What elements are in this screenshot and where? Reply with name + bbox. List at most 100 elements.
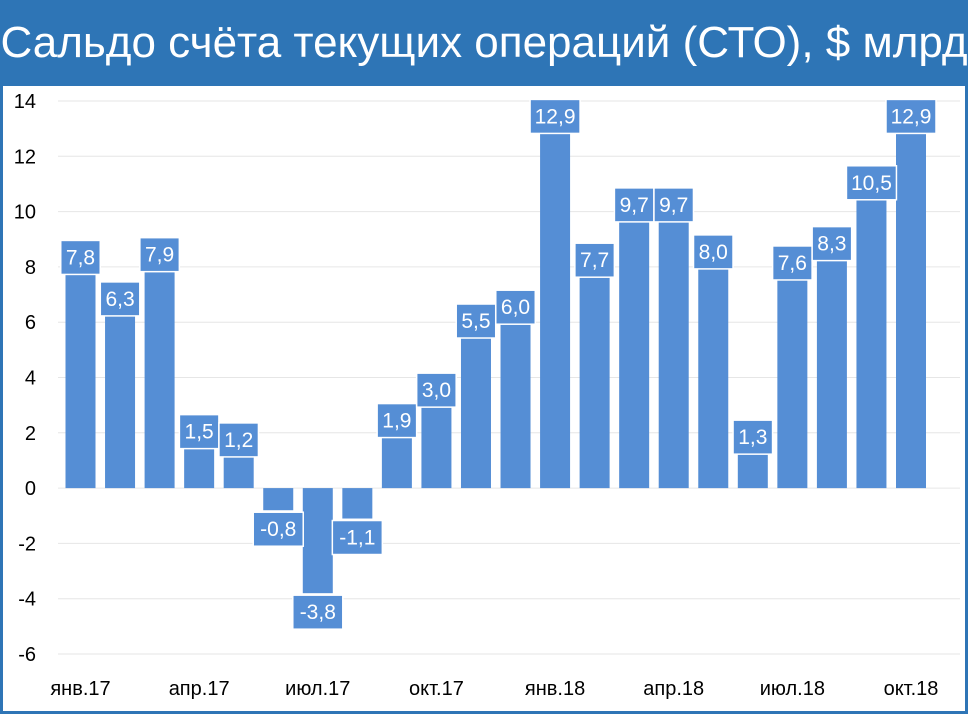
data-label-box bbox=[455, 303, 497, 339]
y-tick-label: -6 bbox=[18, 644, 36, 666]
y-tick-label: 10 bbox=[14, 202, 36, 224]
data-label-box bbox=[811, 225, 853, 262]
bar bbox=[381, 435, 412, 489]
data-label-text: 6,0 bbox=[501, 296, 530, 319]
bar bbox=[737, 452, 768, 489]
bar bbox=[342, 488, 373, 519]
data-label-text: 1,2 bbox=[224, 429, 253, 452]
bar bbox=[777, 277, 808, 489]
data-label-text: 7,9 bbox=[145, 244, 174, 267]
data-label-box bbox=[178, 413, 220, 450]
y-tick-label: 12 bbox=[14, 146, 36, 168]
data-label-box bbox=[771, 245, 813, 281]
data-label: 10,5 bbox=[845, 165, 898, 201]
bar bbox=[896, 131, 926, 489]
data-label: 1,9 bbox=[376, 402, 418, 439]
data-label: 1,2 bbox=[218, 422, 260, 458]
bar bbox=[144, 269, 175, 489]
data-label-text: 8,3 bbox=[817, 233, 846, 256]
data-labels: 7,8 6,3 7,9 1,5 1,2 -0,8 -3,8 -1,1 1,9 3,0 5,5 6,0 1… bbox=[60, 98, 937, 630]
bar bbox=[500, 322, 531, 489]
data-label-text: 10,5 bbox=[851, 172, 892, 195]
x-axis: янв.17 апр.17 июл.17 окт.17 янв.18 апр.18 июл.… bbox=[50, 678, 938, 700]
x-tick-label: июл.17 bbox=[285, 678, 350, 700]
data-label: 7,6 bbox=[771, 245, 813, 281]
bar bbox=[579, 275, 610, 489]
data-label-box bbox=[574, 242, 616, 278]
data-label-box bbox=[218, 422, 260, 458]
data-label-box bbox=[60, 239, 101, 276]
data-label: 7,9 bbox=[139, 236, 181, 273]
data-label-text: 6,3 bbox=[105, 288, 134, 311]
bar bbox=[460, 336, 491, 489]
data-label: 12,9 bbox=[885, 98, 937, 135]
y-tick-label: 8 bbox=[25, 257, 36, 279]
y-tick-label: 0 bbox=[25, 478, 36, 500]
data-label-box bbox=[415, 372, 457, 408]
data-label: 8,0 bbox=[692, 234, 734, 270]
x-tick-label: июл.18 bbox=[760, 678, 825, 700]
data-label-box bbox=[732, 419, 774, 455]
data-label-text: 8,0 bbox=[699, 241, 728, 264]
bar bbox=[540, 131, 571, 489]
data-label: -3,8 bbox=[292, 594, 344, 630]
bar bbox=[65, 272, 96, 489]
y-tick-label: 4 bbox=[25, 368, 36, 390]
data-label: 9,7 bbox=[613, 187, 655, 223]
data-label-text: -1,1 bbox=[339, 527, 375, 550]
y-tick-label: -2 bbox=[18, 533, 36, 555]
chart-title: Сальдо счёта текущих операций (СТО), $ м… bbox=[0, 18, 968, 67]
x-tick-label: окт.17 bbox=[409, 678, 464, 700]
data-label-text: 7,7 bbox=[580, 249, 609, 272]
x-tick-label: апр.18 bbox=[643, 678, 704, 700]
data-label-text: 12,9 bbox=[535, 105, 576, 128]
data-label-text: -3,8 bbox=[300, 601, 336, 624]
data-label-text: 9,7 bbox=[620, 194, 649, 217]
data-label-box bbox=[376, 402, 418, 439]
data-label: 9,7 bbox=[653, 187, 695, 223]
data-label: 6,0 bbox=[495, 289, 537, 325]
data-label-box bbox=[292, 594, 344, 630]
bar bbox=[698, 266, 729, 489]
bar bbox=[223, 454, 254, 489]
data-label-box bbox=[653, 187, 695, 223]
bar bbox=[184, 446, 215, 489]
data-label-box bbox=[99, 281, 141, 317]
x-tick-label: окт.18 bbox=[884, 678, 939, 700]
data-label-box bbox=[885, 98, 937, 135]
x-tick-label: апр.17 bbox=[169, 678, 230, 700]
data-label-box bbox=[529, 98, 581, 135]
data-label-text: 9,7 bbox=[659, 194, 688, 217]
data-label-box bbox=[692, 234, 734, 270]
y-tick-label: -4 bbox=[18, 589, 36, 611]
data-label: -1,1 bbox=[331, 519, 384, 556]
bar bbox=[263, 488, 294, 511]
y-axis: 14 12 10 8 6 4 2 0 -2 -4 -6 bbox=[14, 91, 36, 666]
y-tick-label: 2 bbox=[25, 423, 36, 445]
bar bbox=[105, 313, 136, 489]
data-label-box bbox=[495, 289, 537, 325]
data-label: 1,5 bbox=[178, 413, 220, 450]
y-tick-label: 6 bbox=[25, 312, 36, 334]
data-label: 3,0 bbox=[415, 372, 457, 408]
data-label-text: 1,3 bbox=[738, 426, 767, 449]
data-label-box bbox=[845, 165, 898, 201]
data-label-text: 12,9 bbox=[891, 105, 932, 128]
data-label: 8,3 bbox=[811, 225, 853, 262]
bar bbox=[658, 219, 689, 489]
bar bbox=[816, 258, 847, 489]
data-label: 6,3 bbox=[99, 281, 141, 317]
bar bbox=[856, 197, 887, 489]
data-label: 5,5 bbox=[455, 303, 497, 339]
bars bbox=[65, 131, 926, 594]
data-label-text: 3,0 bbox=[422, 379, 451, 402]
data-label-box bbox=[252, 511, 304, 547]
data-label: -0,8 bbox=[252, 511, 304, 547]
data-label-text: -0,8 bbox=[260, 518, 296, 541]
data-label-box bbox=[331, 519, 384, 556]
data-label: 7,8 bbox=[60, 239, 101, 276]
data-label: 7,7 bbox=[574, 242, 616, 278]
x-tick-label: янв.18 bbox=[525, 678, 585, 700]
